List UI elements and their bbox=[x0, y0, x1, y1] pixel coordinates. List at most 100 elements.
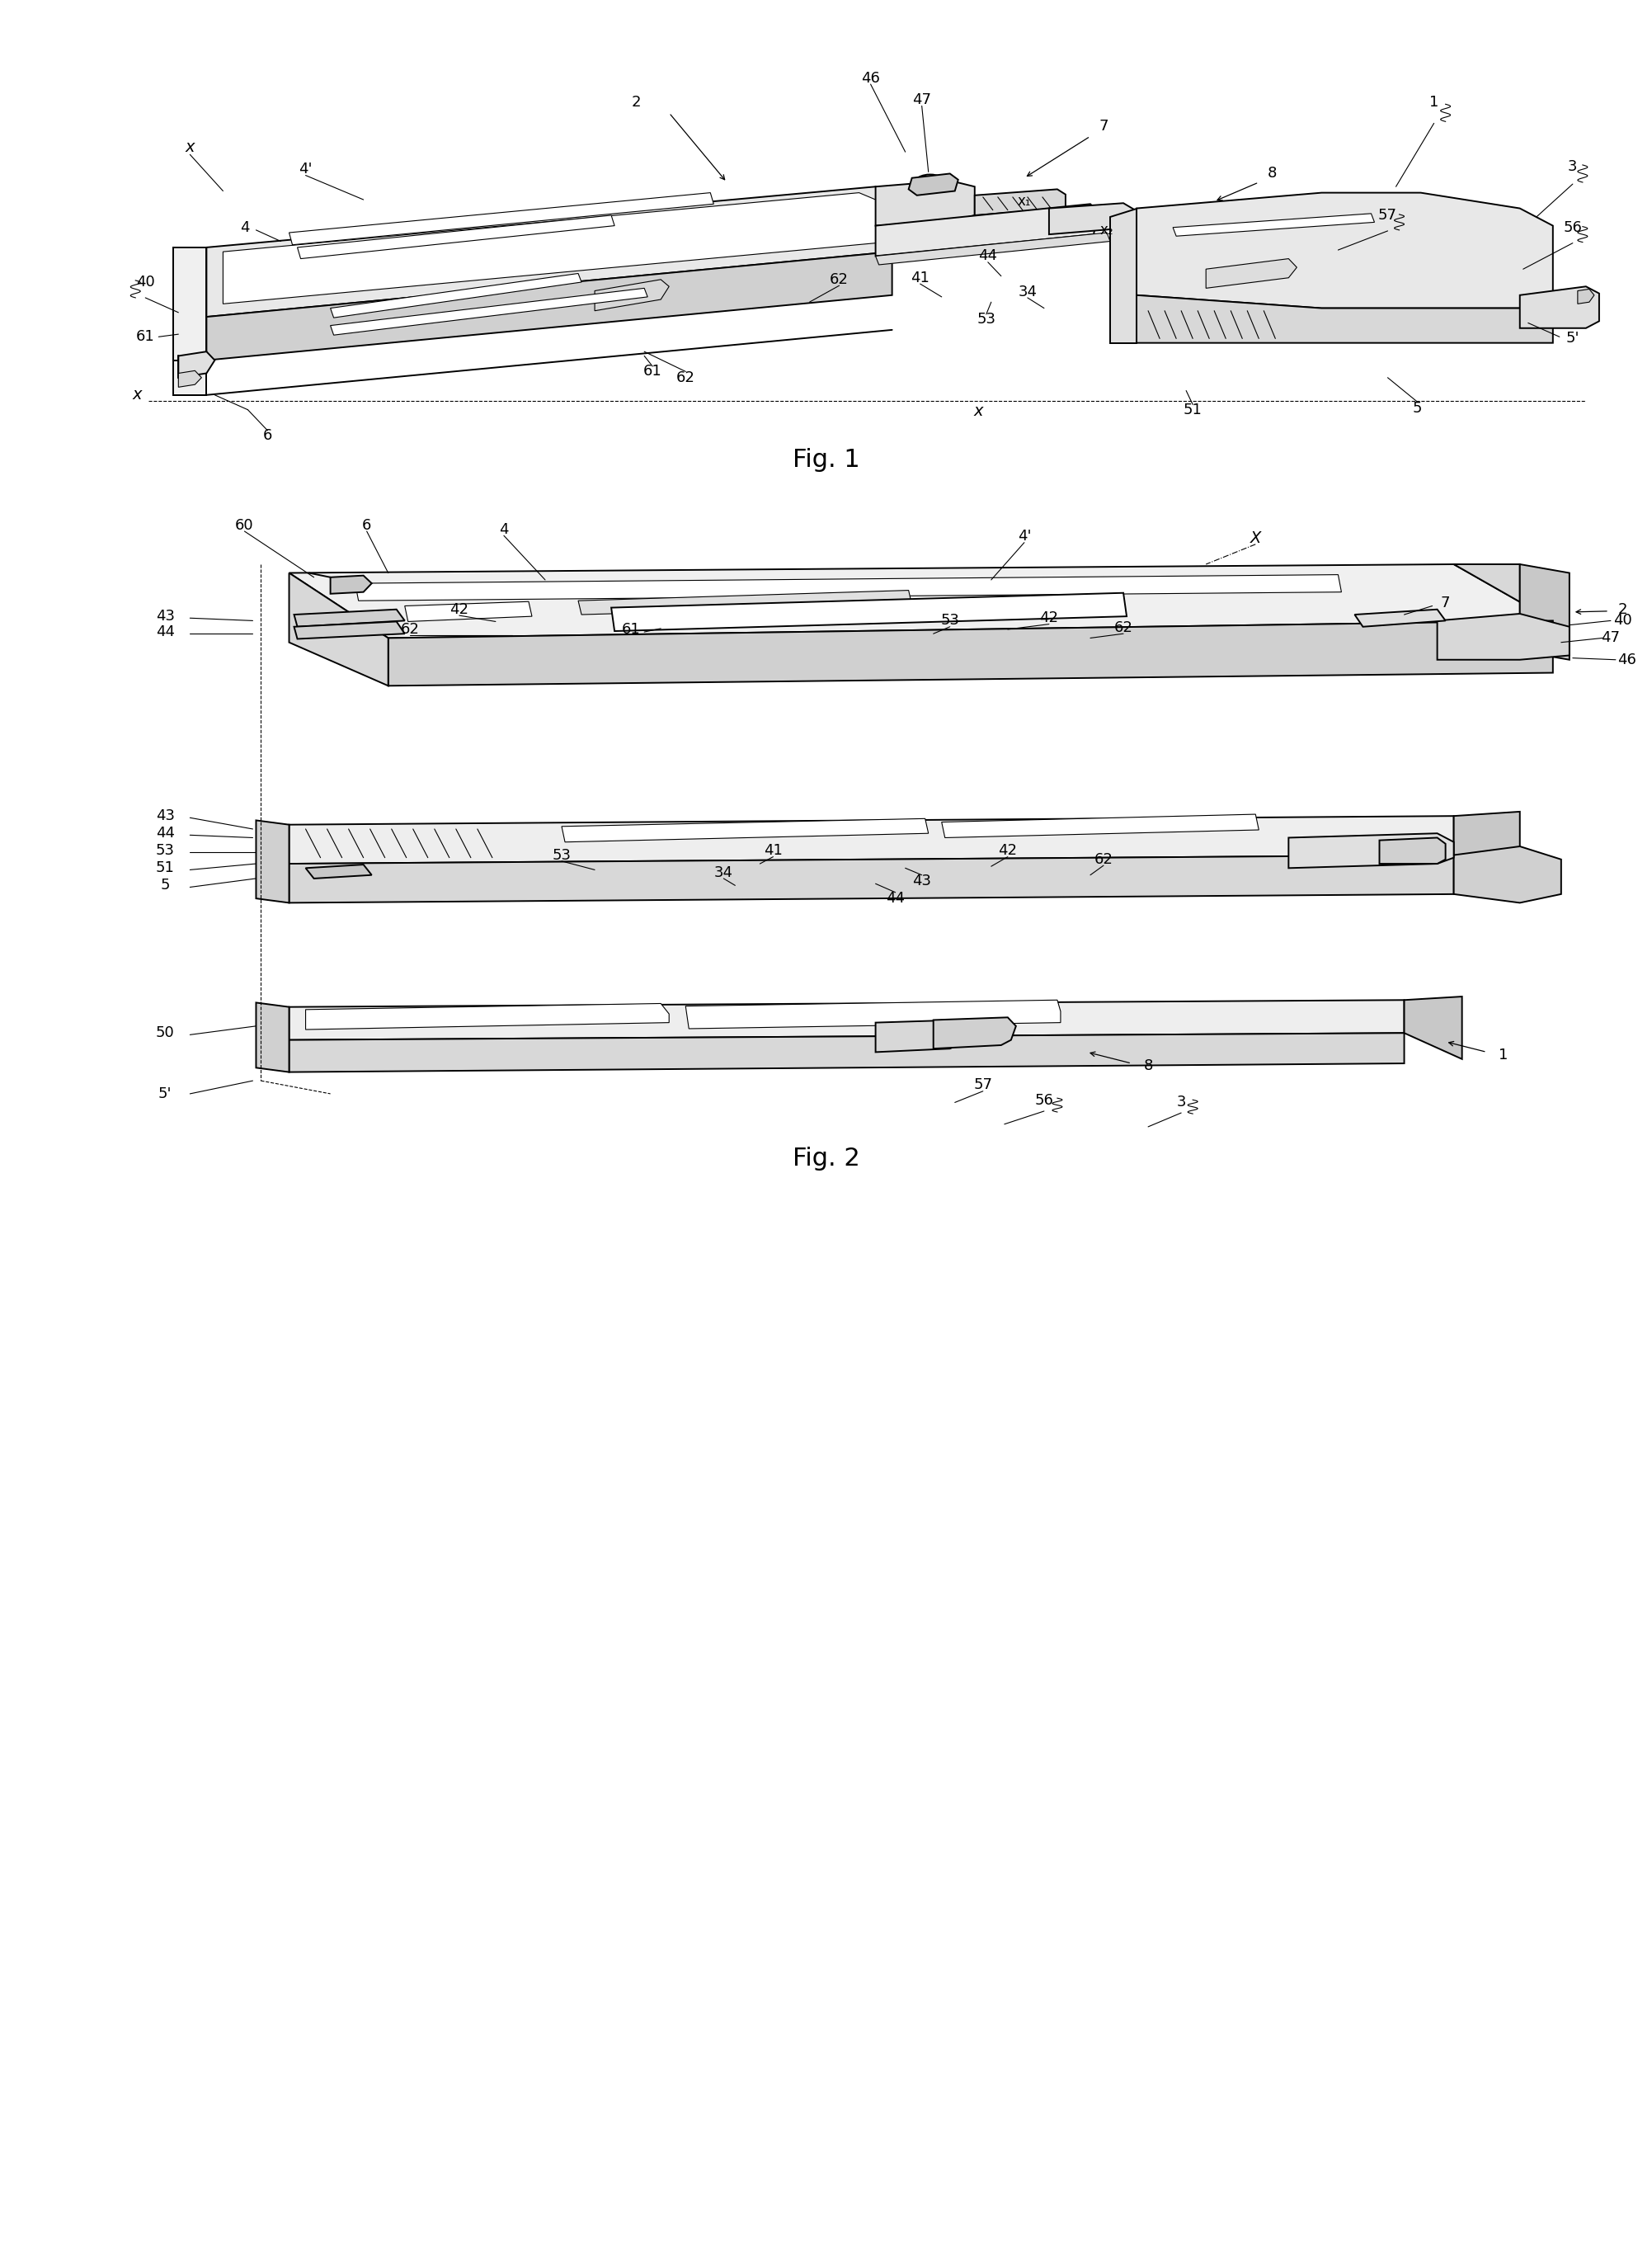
Polygon shape bbox=[223, 192, 876, 305]
Polygon shape bbox=[256, 1002, 289, 1072]
Text: 4': 4' bbox=[1018, 528, 1031, 544]
Polygon shape bbox=[1578, 289, 1594, 305]
Polygon shape bbox=[611, 594, 1127, 632]
Polygon shape bbox=[289, 564, 1553, 639]
Text: 61: 61 bbox=[621, 623, 641, 636]
Text: 8: 8 bbox=[1267, 167, 1277, 181]
Text: 62: 62 bbox=[1113, 621, 1133, 634]
Text: 5: 5 bbox=[160, 878, 170, 894]
Polygon shape bbox=[975, 210, 1044, 223]
Polygon shape bbox=[1520, 564, 1569, 659]
Text: 6: 6 bbox=[362, 517, 372, 533]
Text: 62: 62 bbox=[400, 623, 420, 636]
Polygon shape bbox=[595, 280, 669, 311]
Polygon shape bbox=[289, 817, 1454, 864]
Text: 8: 8 bbox=[1143, 1059, 1153, 1074]
Polygon shape bbox=[1404, 998, 1462, 1059]
Text: 44: 44 bbox=[155, 826, 175, 842]
Circle shape bbox=[923, 178, 937, 185]
Polygon shape bbox=[405, 603, 532, 621]
Text: 5': 5' bbox=[159, 1086, 172, 1101]
Text: 5': 5' bbox=[1566, 332, 1579, 345]
Polygon shape bbox=[1289, 833, 1454, 869]
Polygon shape bbox=[330, 576, 372, 594]
Text: 56: 56 bbox=[1563, 219, 1583, 235]
Text: 53: 53 bbox=[940, 614, 960, 627]
Text: 43: 43 bbox=[912, 873, 932, 889]
Text: 57: 57 bbox=[973, 1077, 993, 1092]
Polygon shape bbox=[297, 214, 615, 260]
Polygon shape bbox=[173, 248, 206, 395]
Polygon shape bbox=[909, 174, 958, 196]
Text: x₁: x₁ bbox=[1018, 194, 1031, 210]
Text: 44: 44 bbox=[155, 625, 175, 639]
Polygon shape bbox=[1437, 614, 1569, 659]
Text: 44: 44 bbox=[978, 248, 998, 264]
Circle shape bbox=[502, 605, 522, 614]
Polygon shape bbox=[933, 1018, 1016, 1050]
Text: X: X bbox=[1251, 530, 1260, 546]
Polygon shape bbox=[289, 1034, 1404, 1072]
Polygon shape bbox=[1206, 260, 1297, 289]
Polygon shape bbox=[206, 253, 892, 361]
Text: 61: 61 bbox=[643, 363, 662, 379]
Text: 44: 44 bbox=[885, 892, 905, 905]
Polygon shape bbox=[975, 190, 1066, 217]
Text: 2: 2 bbox=[631, 95, 641, 111]
Text: 43: 43 bbox=[155, 609, 175, 623]
Polygon shape bbox=[306, 864, 372, 878]
Polygon shape bbox=[294, 609, 405, 627]
Polygon shape bbox=[256, 819, 289, 903]
Text: 1: 1 bbox=[1429, 95, 1439, 111]
Text: x: x bbox=[185, 140, 195, 156]
Polygon shape bbox=[942, 815, 1259, 837]
Circle shape bbox=[1493, 632, 1513, 643]
Text: 40: 40 bbox=[1612, 614, 1632, 627]
Text: 4: 4 bbox=[240, 219, 249, 235]
Text: x: x bbox=[132, 388, 142, 402]
Text: 34: 34 bbox=[1018, 284, 1037, 300]
Polygon shape bbox=[578, 591, 912, 614]
Polygon shape bbox=[1173, 214, 1374, 237]
Text: 61: 61 bbox=[135, 330, 155, 345]
Polygon shape bbox=[1137, 192, 1553, 309]
Text: 62: 62 bbox=[676, 370, 695, 386]
Polygon shape bbox=[876, 181, 975, 226]
Polygon shape bbox=[1379, 837, 1446, 864]
Polygon shape bbox=[1454, 846, 1561, 903]
Text: 1: 1 bbox=[1498, 1047, 1508, 1063]
Text: Fig. 1: Fig. 1 bbox=[793, 449, 859, 472]
Text: 3: 3 bbox=[1568, 160, 1578, 174]
Text: 2: 2 bbox=[1617, 603, 1627, 616]
Polygon shape bbox=[178, 370, 202, 388]
Text: 47: 47 bbox=[1601, 630, 1621, 646]
Text: 62: 62 bbox=[1094, 851, 1113, 867]
Text: x₂: x₂ bbox=[1100, 223, 1113, 237]
Polygon shape bbox=[562, 819, 928, 842]
Polygon shape bbox=[289, 1000, 1404, 1040]
Text: 46: 46 bbox=[861, 70, 881, 86]
Polygon shape bbox=[289, 192, 714, 244]
Text: 41: 41 bbox=[763, 844, 783, 858]
Text: 42: 42 bbox=[449, 603, 469, 616]
Polygon shape bbox=[294, 621, 405, 639]
Polygon shape bbox=[306, 1004, 669, 1029]
Polygon shape bbox=[1454, 813, 1520, 880]
Polygon shape bbox=[876, 203, 1099, 255]
Polygon shape bbox=[355, 576, 1341, 600]
Polygon shape bbox=[289, 855, 1454, 903]
Text: x: x bbox=[973, 404, 983, 420]
Text: 53: 53 bbox=[976, 311, 996, 327]
Polygon shape bbox=[178, 352, 215, 377]
Text: 7: 7 bbox=[1099, 117, 1108, 133]
Polygon shape bbox=[388, 621, 1553, 686]
Text: 7: 7 bbox=[1441, 596, 1450, 612]
Text: 53: 53 bbox=[155, 844, 175, 858]
Text: 5: 5 bbox=[1412, 399, 1422, 415]
Text: 3: 3 bbox=[1176, 1095, 1186, 1110]
Polygon shape bbox=[1049, 203, 1137, 235]
Polygon shape bbox=[686, 1000, 1061, 1029]
Text: 47: 47 bbox=[912, 93, 932, 108]
Text: 34: 34 bbox=[714, 864, 733, 880]
Text: 42: 42 bbox=[1039, 612, 1059, 625]
